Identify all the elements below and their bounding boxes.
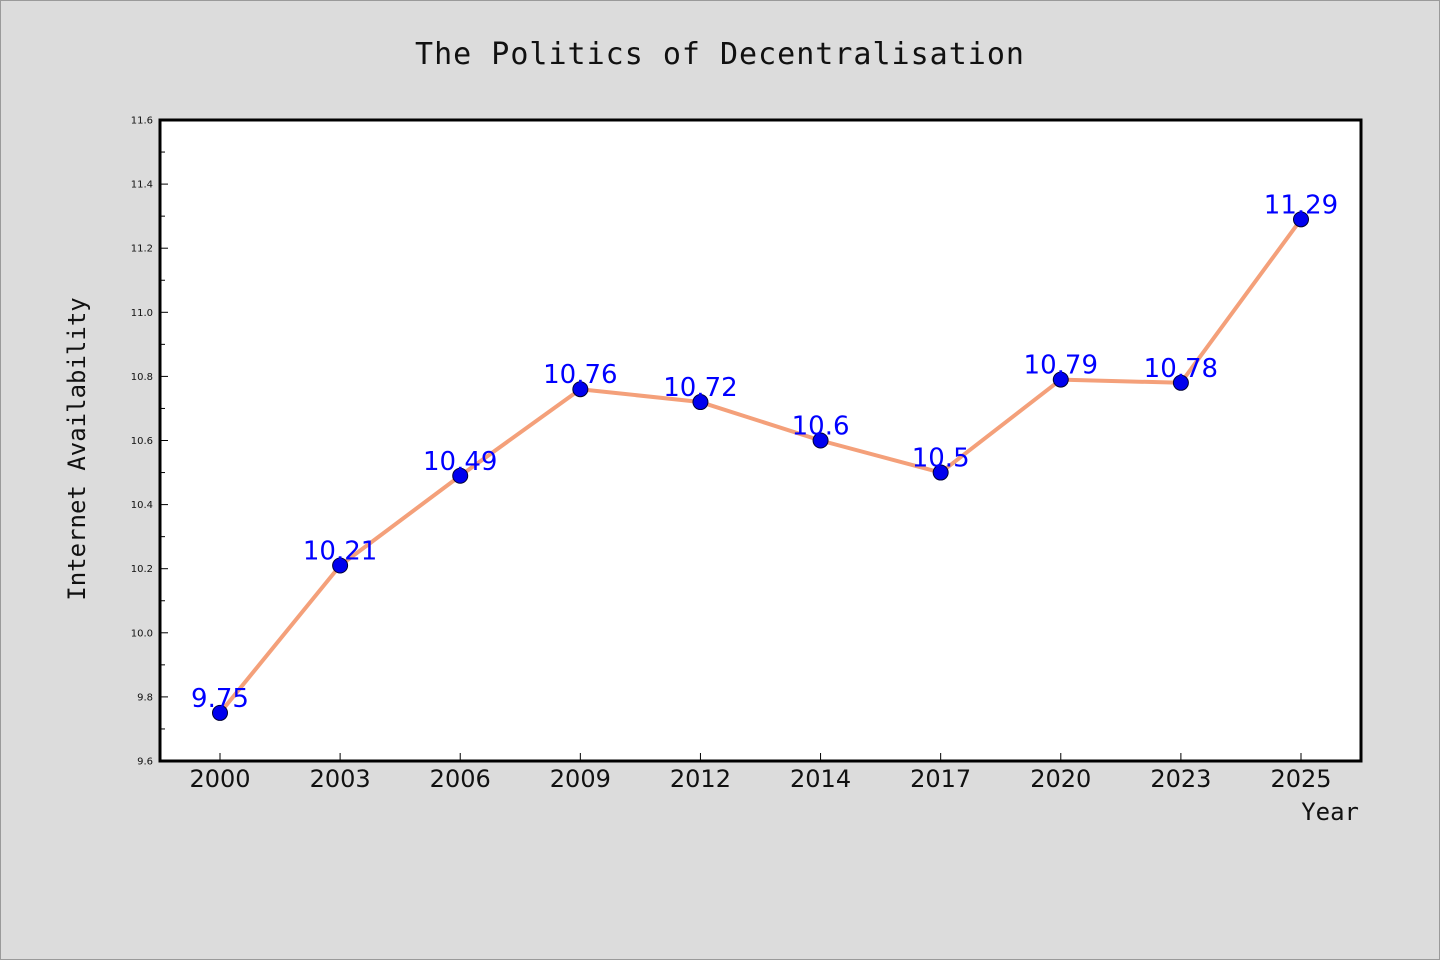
series-line — [218, 218, 1303, 715]
x-tick-label: 2014 — [790, 765, 851, 793]
plot-area — [160, 120, 1361, 761]
plot-frame — [158, 118, 1363, 763]
data-point-label: 10.21 — [303, 536, 377, 566]
x-tick-label: 2017 — [910, 765, 971, 793]
x-tick-label: 2023 — [1150, 765, 1211, 793]
x-tick-label: 2012 — [670, 765, 731, 793]
chart-title: The Politics of Decentralisation — [415, 37, 1025, 72]
x-tick-label: 2025 — [1270, 765, 1331, 793]
data-point-marker — [1293, 211, 1309, 228]
y-axis: 9.6 9.8 10.0 10.2 10.4 10.6 10.8 11.0 11.2 11.4 11… — [131, 116, 168, 768]
y-tick-label: 10.6 — [131, 436, 153, 447]
data-point-marker — [812, 432, 829, 449]
data-point-label: 9.75 — [191, 684, 249, 714]
data-point-marker — [1052, 371, 1069, 388]
data-point-label: 10.49 — [423, 447, 497, 477]
y-tick-label: 11.0 — [131, 308, 153, 319]
data-point-label: 10.79 — [1024, 351, 1098, 381]
data-point-label: 10.78 — [1144, 354, 1218, 384]
data-point-marker — [452, 467, 469, 484]
y-tick-label: 10.0 — [131, 628, 153, 639]
data-point-label: 10.76 — [543, 360, 617, 390]
data-point-label: 11.29 — [1264, 190, 1338, 220]
x-tick-label: 2020 — [1030, 765, 1091, 793]
data-point-marker — [692, 394, 709, 411]
y-tick-label: 11.6 — [131, 116, 153, 127]
data-labels: 9.75 10.21 10.49 10.76 10.72 10.6 10.5 10.79 10.… — [191, 190, 1338, 714]
y-tick-label: 10.8 — [131, 372, 153, 383]
y-tick-label: 11.4 — [131, 180, 153, 191]
x-tick-label: 2000 — [189, 765, 250, 793]
data-point-marker — [332, 557, 349, 574]
x-tick-label: 2003 — [310, 765, 371, 793]
y-tick-label: 11.2 — [131, 244, 153, 255]
y-tick-label: 9.8 — [137, 692, 153, 703]
x-axis-label: Year — [1301, 798, 1359, 826]
y-axis-label: Internet Availability — [63, 297, 91, 600]
y-tick-label: 9.6 — [137, 757, 153, 768]
x-tick-label: 2006 — [430, 765, 491, 793]
x-tick-label: 2009 — [550, 765, 611, 793]
y-tick-label: 10.2 — [131, 564, 153, 575]
y-tick-label: 10.4 — [131, 500, 153, 511]
x-axis: 2000 2003 2006 2009 2012 2014 2017 2020 2023 2025 — [189, 753, 1332, 793]
data-point-marker — [572, 381, 589, 398]
data-point-label: 10.72 — [663, 373, 737, 403]
data-point-marker — [932, 464, 949, 481]
data-point-marker — [1172, 374, 1189, 391]
data-point-label: 10.6 — [792, 412, 850, 442]
data-point-label: 10.5 — [912, 444, 970, 474]
data-points — [212, 211, 1309, 721]
data-point-marker — [212, 704, 228, 721]
